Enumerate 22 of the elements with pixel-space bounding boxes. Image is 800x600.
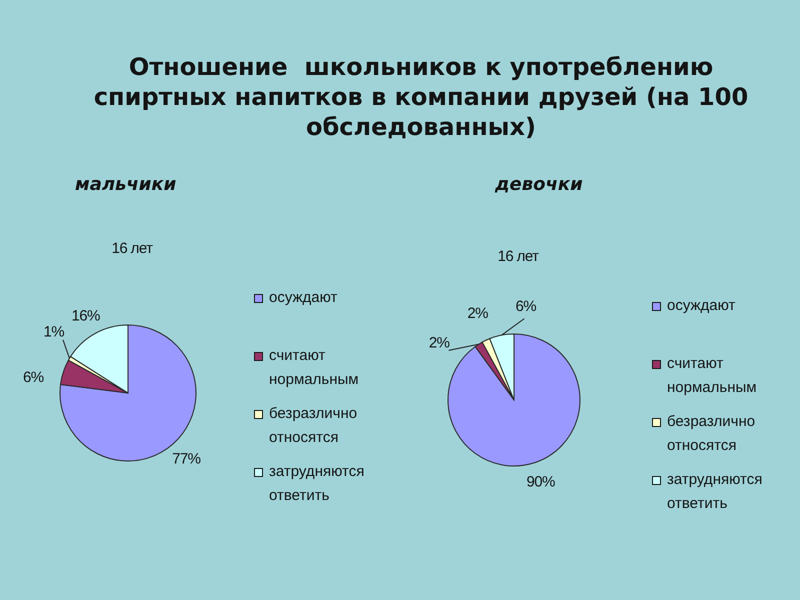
data-label: 2%: [428, 334, 450, 352]
chart-subtitle: мальчики: [75, 174, 176, 195]
data-label: 90%: [526, 473, 555, 490]
data-label: 1%: [43, 324, 64, 341]
data-label: 16%: [71, 307, 100, 324]
pie-slice: [448, 334, 580, 466]
data-label: 77%: [172, 450, 201, 468]
legend-label: затрудняются ответить: [269, 462, 366, 506]
text: 16 лет: [498, 248, 538, 265]
legend-label: считают нормальным: [269, 346, 360, 390]
text: Отношение школьников к употреблению спиртных напитков в компании друзей (на 100 обследованных): [92, 52, 750, 142]
data-label: 6%: [23, 368, 44, 386]
legend-label: затрудняются ответить: [667, 470, 764, 514]
legend-label: осуждают: [269, 288, 338, 308]
data-label: 2%: [467, 304, 488, 322]
legend-label: считают нормальным: [667, 354, 758, 398]
legend-label: безразлично относятся: [667, 412, 756, 456]
data-label: 6%: [516, 298, 536, 316]
text: 16 лет: [112, 240, 152, 257]
chart-subtitle: девочки: [495, 174, 583, 195]
legend-label: безразлично относятся: [269, 404, 358, 448]
legend-label: осуждают: [667, 296, 736, 316]
